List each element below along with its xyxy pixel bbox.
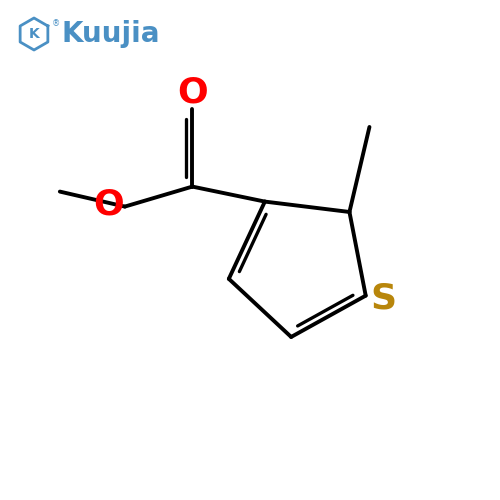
Text: O: O <box>94 187 124 221</box>
Text: S: S <box>370 281 396 315</box>
Text: Kuujia: Kuujia <box>61 20 160 48</box>
Text: K: K <box>28 27 40 41</box>
Text: O: O <box>177 76 208 110</box>
Text: ®: ® <box>52 19 60 28</box>
